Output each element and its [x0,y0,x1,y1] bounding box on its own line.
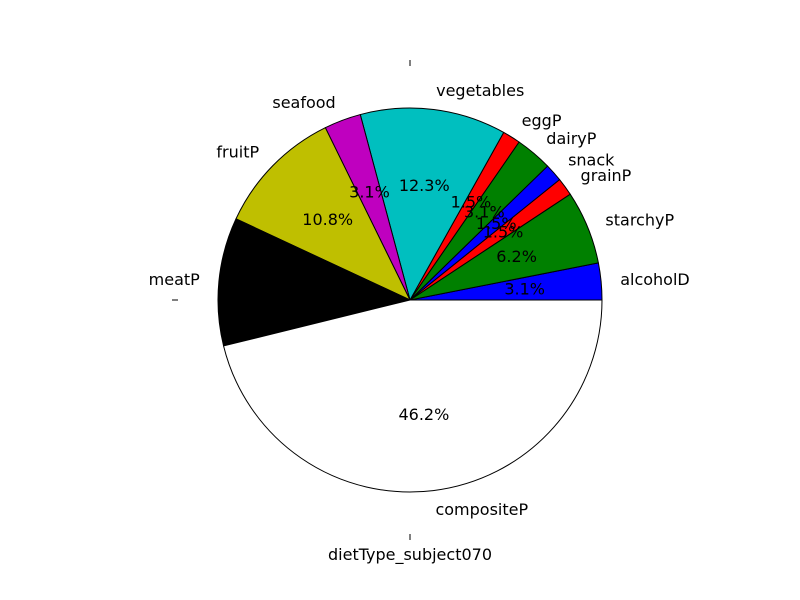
slice-percent-label: 6.2% [496,247,537,266]
slice-percent-label: 1.5% [476,214,517,233]
slice-percent-label: 3.1% [464,203,505,222]
slice-percent-label: 10.8% [270,279,321,298]
x-axis-label: dietType_subject070 [328,545,492,565]
slice-name-label: eggP [522,111,562,130]
slice-percent-label: 1.5% [451,193,492,212]
pie-slice-fruitp [235,127,411,301]
slice-name-label: alcoholD [620,270,690,289]
axis-ticks [172,60,411,540]
slice-name-label: dairyP [546,129,596,148]
pie-slice-vegetables [359,107,505,301]
slice-percent-label: 46.2% [398,405,449,424]
slice-percent-label: 12.3% [399,176,450,195]
slice-name-label: snack [568,150,615,169]
slice-name-label: seafood [272,93,335,112]
slice-name-label: meatP [149,270,201,289]
slice-name-label: compositeP [435,500,528,519]
pie-slice-compositep [223,299,603,493]
slice-name-label: vegetables [436,81,524,100]
slice-percent-label: 1.5% [483,223,524,242]
slice-percent-labels: 3.1%6.2%1.5%1.5%3.1%1.5%12.3%3.1%10.8%10… [270,176,545,424]
slice-name-label: fruitP [216,143,259,162]
slice-percent-label: 3.1% [349,183,390,202]
pie-slices [217,107,603,493]
slice-percent-label: 3.1% [504,279,545,298]
slice-name-label: starchyP [605,210,674,229]
slice-name-label: grainP [581,166,632,185]
slice-percent-label: 10.8% [302,210,353,229]
pie-slice-meatp [217,218,411,347]
